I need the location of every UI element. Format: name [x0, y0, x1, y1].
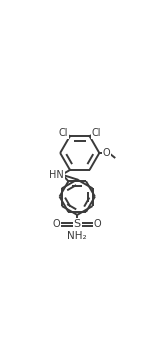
Text: Cl: Cl	[92, 128, 101, 138]
Text: O: O	[53, 219, 60, 229]
Text: O: O	[103, 148, 111, 158]
Text: NH₂: NH₂	[67, 231, 87, 241]
Text: HN: HN	[49, 170, 64, 180]
Text: Cl: Cl	[58, 128, 68, 138]
Text: S: S	[74, 219, 81, 229]
Text: O: O	[94, 219, 102, 229]
